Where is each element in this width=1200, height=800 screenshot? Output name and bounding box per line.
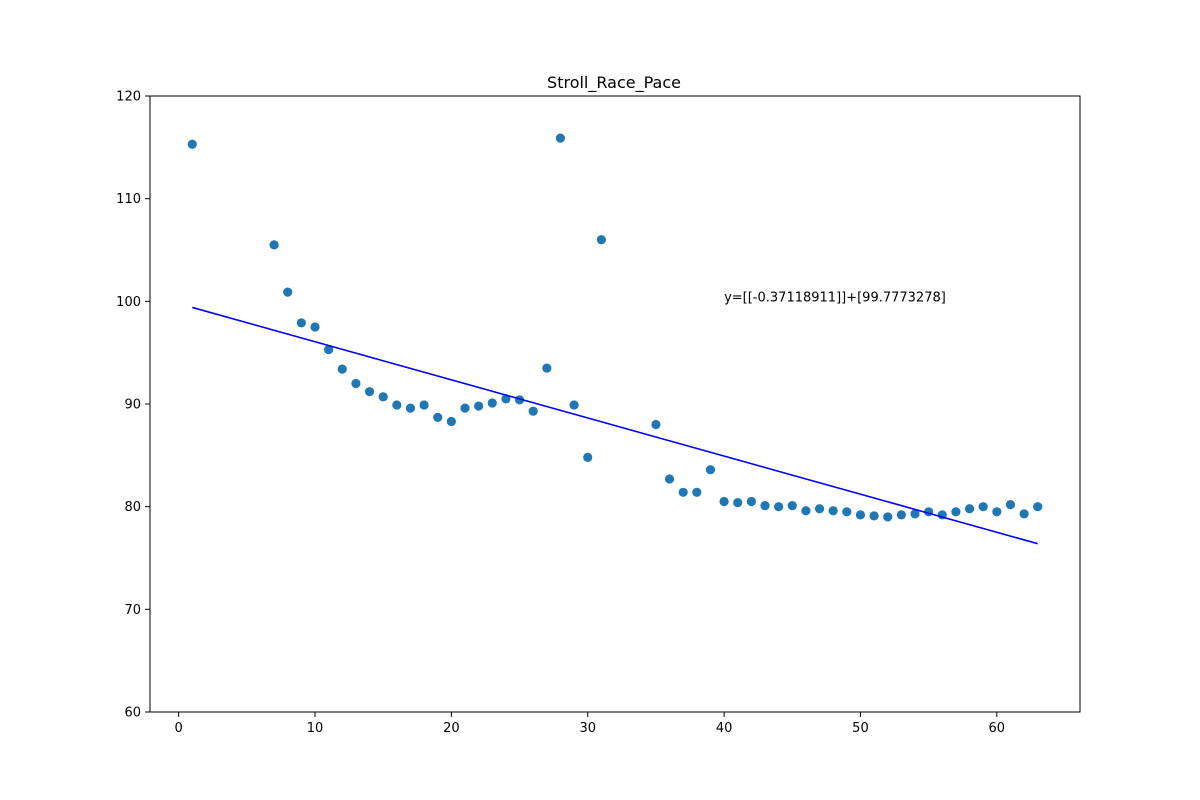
scatter-point bbox=[651, 419, 661, 430]
scatter-point bbox=[760, 501, 770, 511]
scatter-point bbox=[828, 506, 838, 516]
scatter-point bbox=[501, 394, 511, 404]
scatter-point bbox=[460, 403, 470, 413]
x-tick-label: 20 bbox=[443, 721, 460, 736]
y-tick-label: 80 bbox=[124, 500, 141, 515]
scatter-point bbox=[1005, 500, 1016, 510]
scatter-point bbox=[978, 502, 988, 512]
scatter-point bbox=[910, 509, 920, 519]
scatter-point bbox=[378, 392, 388, 402]
y-tick-label: 100 bbox=[116, 295, 141, 310]
scatter-point bbox=[487, 398, 497, 408]
scatter-point bbox=[446, 416, 456, 427]
scatter-point bbox=[951, 507, 961, 517]
plot-frame bbox=[149, 95, 1081, 713]
scatter-point bbox=[474, 401, 484, 411]
scatter-point bbox=[896, 510, 906, 520]
y-tick-label: 60 bbox=[124, 706, 141, 721]
scatter-point bbox=[310, 322, 320, 332]
scatter-point bbox=[405, 403, 416, 413]
scatter-point bbox=[324, 344, 334, 355]
scatter-point bbox=[269, 240, 279, 250]
x-tick-label: 10 bbox=[307, 721, 324, 736]
scatter-point bbox=[296, 318, 306, 328]
scatter-point bbox=[787, 501, 797, 511]
scatter-point bbox=[1033, 502, 1043, 512]
scatter-point bbox=[1019, 509, 1029, 519]
scatter-point bbox=[774, 502, 784, 512]
scatter-point bbox=[528, 406, 538, 416]
scatter-point bbox=[692, 487, 702, 497]
scatter-point bbox=[801, 506, 811, 516]
scatter-point bbox=[569, 400, 579, 410]
x-tick-label: 40 bbox=[716, 721, 733, 736]
scatter-point bbox=[883, 512, 893, 522]
plot-area bbox=[187, 133, 1043, 545]
scatter-point bbox=[678, 487, 688, 497]
scatter-point bbox=[596, 235, 606, 245]
scatter-point bbox=[187, 139, 197, 149]
x-tick-label: 60 bbox=[989, 721, 1006, 736]
scatter-point bbox=[555, 133, 566, 143]
scatter-point bbox=[392, 400, 402, 410]
scatter-point bbox=[855, 510, 866, 520]
scatter-point bbox=[869, 511, 879, 521]
y-tick-label: 110 bbox=[116, 192, 141, 207]
scatter-point bbox=[583, 452, 593, 462]
scatter-point bbox=[283, 287, 293, 297]
scatter-point bbox=[542, 363, 552, 373]
y-tick-label: 120 bbox=[116, 90, 141, 105]
scatter-point bbox=[351, 378, 361, 389]
scatter-point bbox=[419, 400, 429, 410]
scatter-point bbox=[364, 387, 375, 397]
x-tick-label: 0 bbox=[174, 721, 182, 736]
y-tick-label: 90 bbox=[124, 398, 141, 413]
scatter-point bbox=[964, 504, 975, 514]
equation-annotation: y=[[-0.37118911]]+[99.7773278] bbox=[724, 290, 946, 305]
scatter-point bbox=[814, 504, 825, 514]
scatter-point bbox=[992, 507, 1002, 517]
scatter-point bbox=[842, 507, 852, 517]
scatter-point bbox=[705, 465, 716, 475]
scatter-point bbox=[746, 496, 756, 507]
scatter-point bbox=[433, 412, 443, 422]
scatter-point bbox=[719, 496, 729, 507]
x-tick-label: 50 bbox=[852, 721, 869, 736]
annotations: y=[[-0.37118911]]+[99.7773278] bbox=[724, 290, 946, 305]
axes: 0 10 20 30 40 50 60 60 70 80 90 100 110 120 bbox=[116, 90, 1081, 736]
chart-title: Stroll_Race_Pace bbox=[547, 73, 681, 93]
x-tick-label: 30 bbox=[579, 721, 596, 736]
scatter-point bbox=[337, 364, 347, 374]
y-tick-label: 70 bbox=[124, 603, 141, 618]
scatter-point bbox=[733, 497, 743, 508]
regression-line bbox=[192, 306, 1038, 545]
scatter-point bbox=[664, 474, 675, 484]
